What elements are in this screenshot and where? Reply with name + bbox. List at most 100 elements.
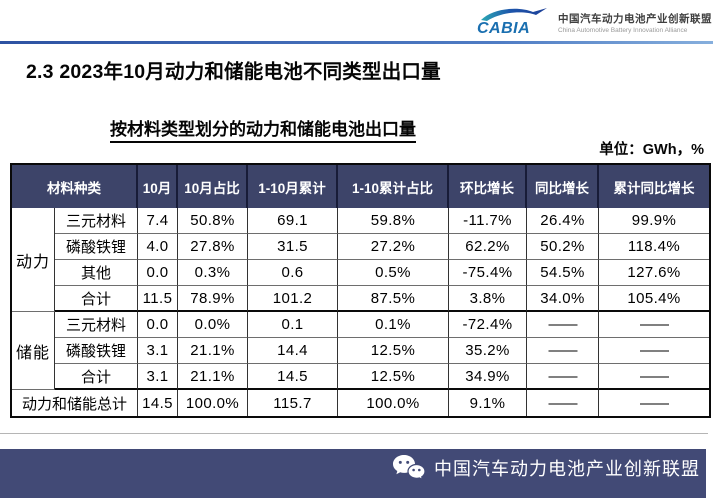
value-cell: 14.5 (138, 390, 178, 416)
material-cell: 磷酸铁锂 (55, 234, 138, 260)
unit-label: 单位：GWh，% (599, 142, 704, 158)
group-label-power: 动力 (12, 208, 55, 312)
table-row: 动力 三元材料 7.4 50.8% 69.1 59.8% -11.7% 26.4… (12, 208, 709, 312)
value-cell: —— (599, 364, 709, 390)
value-cell: 31.5 (248, 234, 338, 260)
value-cell: —— (527, 390, 599, 416)
value-cell: 21.1% (178, 338, 248, 364)
footer-divider-line (0, 433, 708, 434)
value-cell: 115.7 (248, 390, 338, 416)
material-cell: 合计 (55, 364, 138, 390)
footer-org-name: 中国汽车动力电池产业创新联盟 (434, 459, 700, 479)
group-label-storage: 储能 (12, 312, 55, 390)
value-cell: 35.2% (449, 338, 527, 364)
value-cell: 34.9% (449, 364, 527, 390)
value-cell: 69.1 (248, 208, 338, 234)
value-cell: 7.4 (138, 208, 178, 234)
value-cell: —— (527, 338, 599, 364)
value-cell: 26.4% (527, 208, 599, 234)
value-cell: 99.9% (599, 208, 709, 234)
value-cell: 4.0 (138, 234, 178, 260)
table-row-storage-subtotal: 合计 3.1 21.1% 14.5 12.5% 34.9% —— —— (12, 364, 709, 390)
value-cell: 0.1 (248, 312, 338, 338)
material-cell: 三元材料 (55, 312, 138, 338)
cabia-logo-icon: CABIA (477, 8, 547, 37)
value-cell: -75.4% (449, 260, 527, 286)
col-header-month-share: 10月占比 (178, 165, 248, 208)
table-row: 其他 0.0 0.3% 0.6 0.5% -75.4% 54.5% 127.6% (12, 260, 709, 286)
value-cell: 9.1% (449, 390, 527, 416)
total-label: 动力和储能总计 (12, 390, 138, 416)
value-cell: 14.4 (248, 338, 338, 364)
value-cell: 50.2% (527, 234, 599, 260)
value-cell: 100.0% (178, 390, 248, 416)
logo-org-name-cn: 中国汽车动力电池产业创新联盟 (558, 12, 712, 25)
table-header-row: 材料种类 10月 10月占比 1-10月累计 1-10累计占比 环比增长 同比增… (12, 165, 709, 208)
logo-text: 中国汽车动力电池产业创新联盟 China Automotive Battery … (558, 11, 712, 34)
footer-bar: 中国汽车动力电池产业创新联盟 (0, 449, 706, 498)
table-row: 磷酸铁锂 3.1 21.1% 14.4 12.5% 35.2% —— —— (12, 338, 709, 364)
col-header-ytd-share: 1-10累计占比 (338, 165, 449, 208)
col-header-material: 材料种类 (12, 165, 138, 208)
col-header-mom-growth: 环比增长 (449, 165, 527, 208)
value-cell: 3.1 (138, 364, 178, 390)
col-header-ytd-yoy-growth: 累计同比增长 (599, 165, 709, 208)
footer-content: 中国汽车动力电池产业创新联盟 (392, 452, 700, 484)
material-cell: 其他 (55, 260, 138, 286)
value-cell: 34.0% (527, 286, 599, 312)
cabia-logo: CABIA 中国汽车动力电池产业创新联盟 China Automotive Ba… (475, 6, 712, 38)
value-cell: 21.1% (178, 364, 248, 390)
value-cell: 0.6 (248, 260, 338, 286)
value-cell: 0.1% (338, 312, 449, 338)
svg-text:CABIA: CABIA (477, 20, 530, 37)
value-cell: 3.1 (138, 338, 178, 364)
value-cell: 54.5% (527, 260, 599, 286)
value-cell: 27.2% (338, 234, 449, 260)
value-cell: 14.5 (248, 364, 338, 390)
value-cell: 100.0% (338, 390, 449, 416)
value-cell: 105.4% (599, 286, 709, 312)
value-cell: 0.0% (178, 312, 248, 338)
wechat-icon (393, 455, 426, 481)
value-cell: 11.5 (138, 286, 178, 312)
table-row-power-subtotal: 合计 11.5 78.9% 101.2 87.5% 3.8% 34.0% 105… (12, 286, 709, 312)
accent-line (0, 41, 713, 44)
value-cell: 12.5% (338, 364, 449, 390)
value-cell: —— (527, 312, 599, 338)
value-cell: 0.0 (138, 312, 178, 338)
value-cell: 62.2% (449, 234, 527, 260)
value-cell: 0.3% (178, 260, 248, 286)
value-cell: 101.2 (248, 286, 338, 312)
value-cell: 12.5% (338, 338, 449, 364)
value-cell: 0.0 (138, 260, 178, 286)
table-row-grand-total: 动力和储能总计 14.5 100.0% 115.7 100.0% 9.1% ——… (12, 390, 709, 416)
material-cell: 三元材料 (55, 208, 138, 234)
material-cell: 磷酸铁锂 (55, 338, 138, 364)
value-cell: -11.7% (449, 208, 527, 234)
material-cell: 合计 (55, 286, 138, 312)
value-cell: —— (599, 312, 709, 338)
col-header-month: 10月 (138, 165, 178, 208)
value-cell: 0.5% (338, 260, 449, 286)
table-row: 磷酸铁锂 4.0 27.8% 31.5 27.2% 62.2% 50.2% 11… (12, 234, 709, 260)
value-cell: 87.5% (338, 286, 449, 312)
value-cell: —— (527, 364, 599, 390)
value-cell: 50.8% (178, 208, 248, 234)
value-cell: —— (599, 390, 709, 416)
logo-org-name-en: China Automotive Battery Innovation Alli… (558, 26, 688, 34)
value-cell: -72.4% (449, 312, 527, 338)
page-title: 2.3 2023年10月动力和储能电池不同类型出口量 (26, 61, 441, 83)
col-header-yoy-growth: 同比增长 (527, 165, 599, 208)
value-cell: 3.8% (449, 286, 527, 312)
export-table: 材料种类 10月 10月占比 1-10月累计 1-10累计占比 环比增长 同比增… (10, 163, 711, 418)
export-table-grid: 材料种类 10月 10月占比 1-10月累计 1-10累计占比 环比增长 同比增… (12, 165, 709, 416)
value-cell: —— (599, 338, 709, 364)
table-row: 储能 三元材料 0.0 0.0% 0.1 0.1% -72.4% —— —— (12, 312, 709, 390)
table-title: 按材料类型划分的动力和储能电池出口量 (110, 115, 416, 143)
value-cell: 127.6% (599, 260, 709, 286)
value-cell: 118.4% (599, 234, 709, 260)
value-cell: 78.9% (178, 286, 248, 312)
col-header-ytd: 1-10月累计 (248, 165, 338, 208)
value-cell: 27.8% (178, 234, 248, 260)
